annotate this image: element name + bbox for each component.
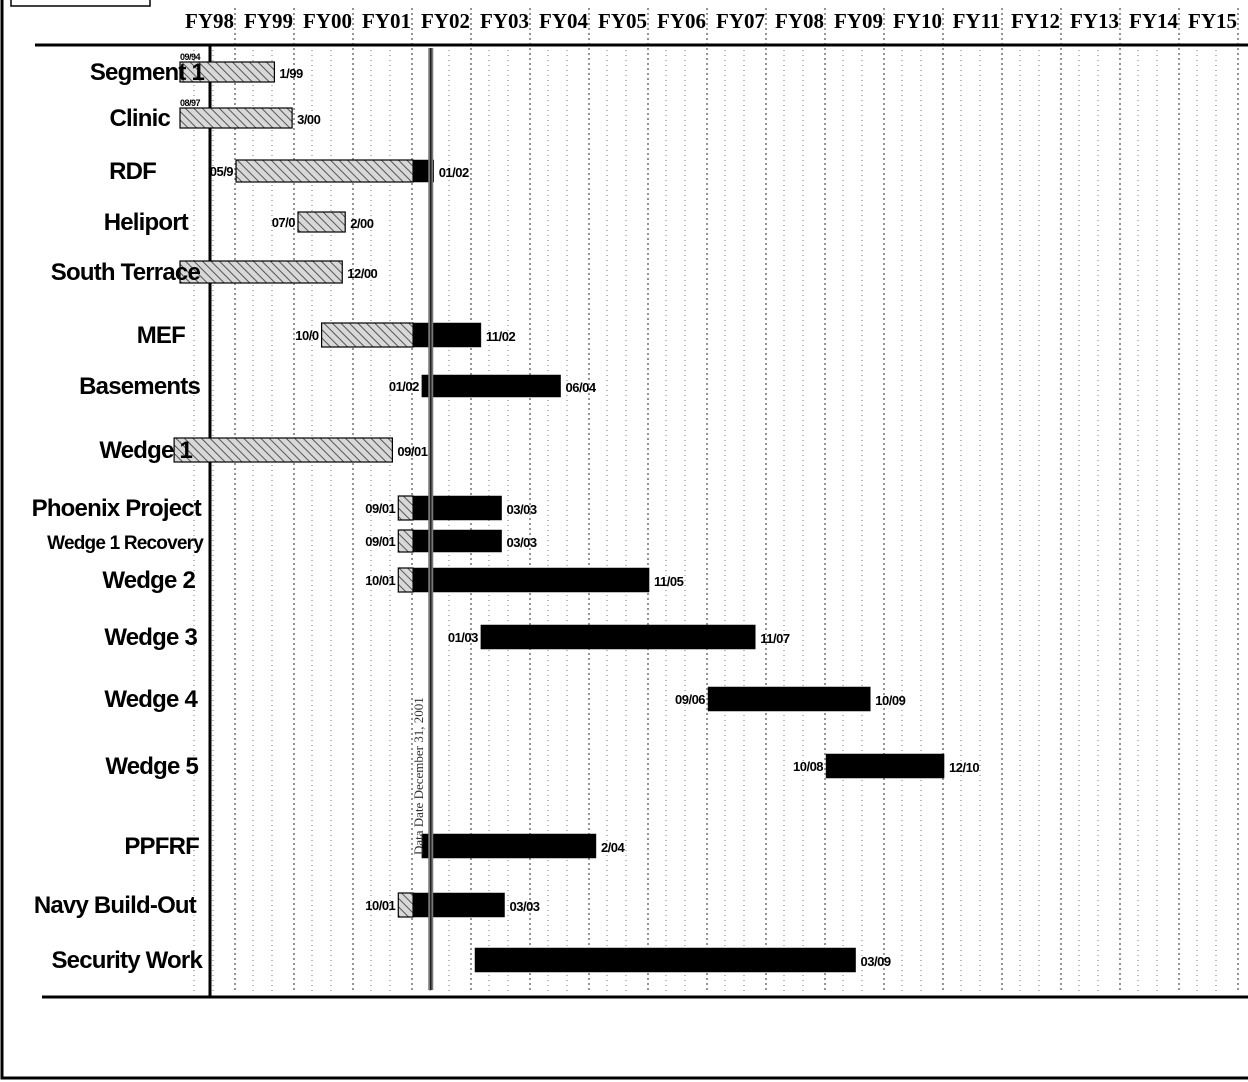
task-bar-hatched [397,892,414,918]
row-label: Phoenix Project [32,495,202,522]
data-date-label: Data Date December 31, 2001 [411,697,426,855]
row-label: Segment 1 [90,59,205,86]
end-date-label: 12/00 [347,266,377,281]
end-date-label: 10/09 [875,693,905,708]
end-date-label: 01/02 [439,165,469,180]
fy-tick-label: FY07 [716,9,765,33]
task-bar-solid [474,947,856,973]
task-bar-hatched [235,159,414,183]
task-bar-solid [412,322,482,348]
fy-tick-label: FY04 [539,9,588,33]
task-bar-hatched [397,529,414,553]
task-bars [173,61,945,973]
task-bar-hatched [179,260,343,284]
end-date-label: 06/04 [566,380,597,395]
task-bar-hatched [179,61,276,83]
start-date-label: 09/94 [180,52,201,62]
task-bar-hatched [173,437,394,463]
task-bar-solid [707,686,871,712]
start-date-label: 10/01 [365,898,395,913]
end-date-label: 11/07 [760,631,790,646]
row-label: PPFRF [124,833,199,860]
fy-tick-label: FY15 [1188,9,1237,33]
row-label: Wedge 5 [105,753,198,780]
task-bar-hatched [397,495,414,521]
start-date-label: 01/02 [389,379,419,394]
start-date-label: 09/06 [675,692,705,707]
row-label: South Terrace [51,259,201,286]
end-date-label: 11/05 [654,574,684,589]
fy-tick-label: FY06 [657,9,706,33]
fy-tick-label: FY00 [303,9,352,33]
fy-tick-label: FY10 [893,9,942,33]
end-date-label: 1/99 [279,66,303,81]
row-label: Navy Build-Out [34,892,197,919]
end-date-label: 2/04 [601,840,626,855]
task-bar-solid [480,624,756,650]
start-date-label: 10/08 [793,759,823,774]
end-date-label: 09/01 [397,444,427,459]
end-date-label: 3/00 [297,112,321,127]
fy-tick-label: FY09 [834,9,883,33]
row-label: Basements [79,373,200,400]
task-bar-solid [412,495,502,521]
fy-tick-label: FY99 [244,9,293,33]
task-bar-solid [421,374,561,398]
task-bar-solid [412,567,650,593]
task-bar-hatched [397,567,414,593]
start-date-label: 09/01 [365,501,395,516]
row-label: MEF [137,322,185,349]
data-date-marker: Data Date December 31, 2001 [411,48,434,990]
task-bar-hatched [297,211,346,233]
start-date-label: 09/01 [365,534,395,549]
fy-tick-label: FY13 [1070,9,1119,33]
end-date-label: 03/03 [510,899,540,914]
start-date-label: 07/0 [272,215,296,230]
end-date-label: 2/00 [350,216,374,231]
task-bar-hatched [179,107,293,129]
row-label: Wedge 2 [102,567,195,594]
task-bar-solid [412,529,502,553]
row-label: Wedge 1 Recovery [47,533,204,554]
fy-tick-label: FY01 [362,9,411,33]
start-date-label: 05/9 [210,164,234,179]
fy-tick-label: FY98 [185,9,234,33]
fy-tick-label: FY14 [1129,9,1178,33]
corner-box [10,0,151,7]
fy-tick-label: FY02 [421,9,470,33]
fy-tick-label: FY11 [953,9,1001,33]
row-label: Wedge 4 [104,686,198,713]
task-bar-solid [825,753,945,779]
start-date-label: 10/0 [295,328,319,343]
task-bar-solid [421,833,597,859]
row-label: Heliport [104,209,189,236]
fy-tick-label: FY08 [775,9,824,33]
fy-tick-label: FY05 [598,9,647,33]
row-label: Security Work [51,947,203,974]
row-label: Clinic [109,105,170,132]
task-bar-solid [412,892,505,918]
end-date-label: 03/03 [507,535,537,550]
fy-tick-label: FY12 [1011,9,1060,33]
fy-tick-label: FY03 [480,9,529,33]
end-date-label: 03/09 [861,954,891,969]
end-date-label: 03/03 [507,502,537,517]
fiscal-year-axis: FY98 FY99 FY00 FY01 FY02 FY03 FY04 FY05 FY06 FY07… [185,9,1237,33]
start-date-label: 01/03 [448,630,478,645]
start-date-label: 10/01 [365,573,395,588]
task-labels: Segment 109/94 1/99 Clinic 08/97 3/00 RDF 05/9… [32,52,980,974]
task-bar-hatched [321,322,414,348]
row-label: RDF [109,158,156,185]
row-label: Wedge 1 [99,437,192,464]
end-date-label: 11/02 [486,329,516,344]
end-date-label: 12/10 [949,760,979,775]
row-label: Wedge 3 [104,624,197,651]
gridlines [193,8,1239,992]
start-date-label: 08/97 [180,98,201,108]
